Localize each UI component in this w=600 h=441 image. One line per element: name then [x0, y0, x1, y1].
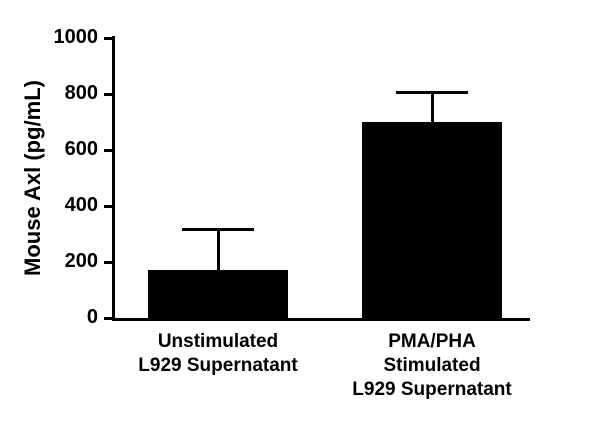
x-category-label: PMA/PHA Stimulated L929 Supernatant	[302, 330, 562, 402]
x-category-label: Unstimulated L929 Supernatant	[88, 330, 348, 378]
y-tick	[104, 205, 112, 208]
x-category-line: L929 Supernatant	[352, 379, 512, 400]
y-tick-label: 800	[64, 82, 98, 104]
x-category-line: L929 Supernatant	[138, 355, 298, 376]
error-bar-line	[217, 228, 220, 271]
x-axis-line	[112, 318, 530, 321]
x-category-line: Stimulated	[383, 355, 481, 376]
y-tick-label: 200	[64, 250, 98, 272]
y-tick	[104, 37, 112, 40]
x-category-line: Unstimulated	[157, 331, 279, 352]
x-category-line: PMA/PHA	[388, 331, 476, 352]
error-bar-cap	[396, 91, 468, 95]
y-tick-label: 600	[64, 138, 98, 160]
y-tick	[104, 261, 112, 264]
error-bar-cap	[182, 228, 254, 232]
y-tick	[104, 93, 112, 96]
y-tick	[104, 317, 112, 320]
y-tick-label: 1000	[53, 26, 99, 48]
y-tick-label: 0	[86, 306, 98, 328]
bar	[148, 270, 288, 318]
y-tick	[104, 149, 112, 152]
error-bar-line	[431, 91, 434, 122]
y-tick-label: 400	[64, 194, 98, 216]
bar	[362, 122, 502, 318]
y-axis-line	[112, 36, 115, 321]
